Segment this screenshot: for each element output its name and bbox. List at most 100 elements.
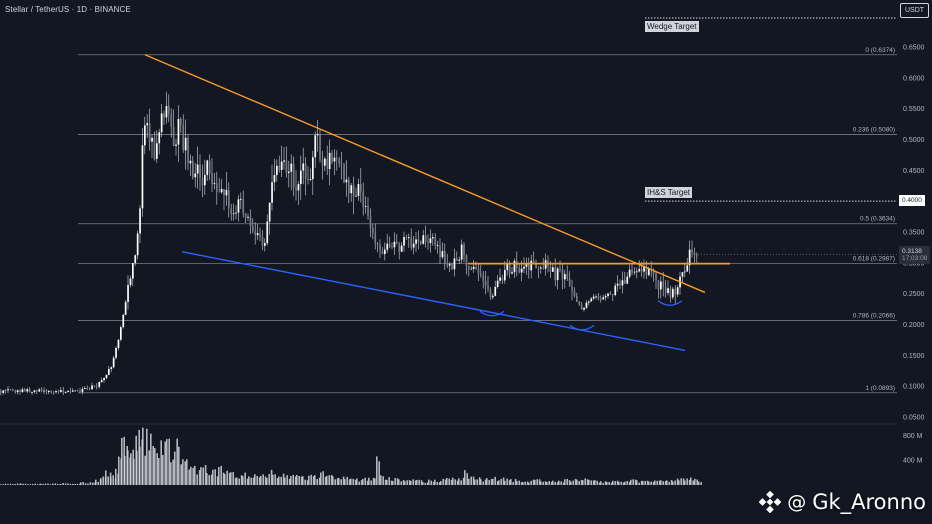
volume-bar [7,484,9,485]
candle-body [525,263,528,267]
candle-body [146,123,149,126]
candle-body [168,106,170,114]
volume-bar [516,481,518,485]
volume-bar [248,476,250,485]
volume-bar [448,478,450,485]
volume-bar [528,482,530,485]
candle-body [309,179,312,180]
candle-body [285,160,288,173]
candle-body [151,137,153,142]
volume-bar [518,480,520,485]
volume-bar [556,482,559,485]
candle-body [288,171,290,173]
volume-bar [476,479,478,485]
candle-body [480,273,482,276]
candle-body [216,183,218,192]
candle-body [465,255,468,266]
volume-bar [406,480,408,485]
volume-bar [562,482,565,485]
volume-bar [504,480,506,485]
candle-body [21,389,24,393]
volume-bar [142,427,144,485]
volume-bar [522,481,524,485]
author-watermark: @ Gk_Aronno [759,490,926,514]
candle-body [340,163,343,165]
author-handle: Gk_Aronno [812,490,926,514]
candle-body [384,249,386,255]
volume-tick-label: 800 M [903,433,923,440]
volume-bars [0,427,702,485]
candle-body [76,390,79,392]
volume-bar [640,480,643,485]
candle-body [468,265,470,269]
volume-bar [390,480,393,485]
candle-body [472,266,475,269]
candle-body [175,144,177,146]
candle-body [333,157,336,162]
candle-body [67,390,69,393]
candle-body [352,185,355,197]
volume-bar [84,483,87,485]
volume-bar [670,479,673,485]
candle-body [446,262,449,266]
candle-body [84,388,86,389]
volume-bar [180,464,182,485]
volume-bar [526,481,529,485]
volume-bar [238,478,240,485]
volume-bar [133,458,135,485]
volume-bar [186,459,188,485]
candle-body [576,295,578,302]
candle-body [256,233,259,236]
volume-bar [428,479,430,485]
volume-bar [230,472,232,485]
volume-bar [382,476,384,485]
volume-bar [424,482,426,485]
volume-bar [620,481,622,485]
fib-level-label: 0.786 (0.2066) [853,312,895,319]
candle-body [504,270,506,281]
wedge-target-label: Wedge Target [645,21,699,32]
volume-bar [610,482,613,485]
volume-bar [402,480,405,485]
candle-body [400,245,403,252]
volume-bar [700,482,702,485]
volume-bar [410,480,412,485]
volume-bar [692,480,694,485]
candle-body [441,251,444,258]
volume-bar [472,476,475,485]
volume-bar [298,476,300,485]
currency-button[interactable]: USDT [900,3,930,18]
volume-bar [152,445,154,485]
candle-body [612,293,614,296]
volume-bar [244,472,246,485]
volume-bar [496,481,499,485]
volume-bar [22,483,24,485]
volume-bar [2,484,4,485]
volume-bar [608,481,610,485]
candle-body [36,390,38,392]
volume-bar [240,475,243,485]
candle-body [381,250,384,255]
ihs-target-label: IH&S Target [645,187,692,199]
candle-body [165,106,168,118]
volume-bar [590,480,592,485]
volume-bar [588,479,590,485]
volume-bar [674,480,676,485]
volume-bar [292,474,294,485]
volume-bar [676,478,679,485]
volume-bar [302,476,304,485]
candle-body [206,160,209,176]
candle-body [487,285,489,289]
volume-bar [254,474,256,485]
volume-bar [546,482,548,485]
candle-body [681,272,684,277]
candle-body [429,238,432,243]
candle-body [580,304,583,310]
volume-bar [100,478,102,485]
candle-body [568,278,571,287]
volume-bar [310,474,312,485]
volume-bar [24,483,27,485]
candle-body [127,285,129,302]
volume-bar [690,477,692,485]
